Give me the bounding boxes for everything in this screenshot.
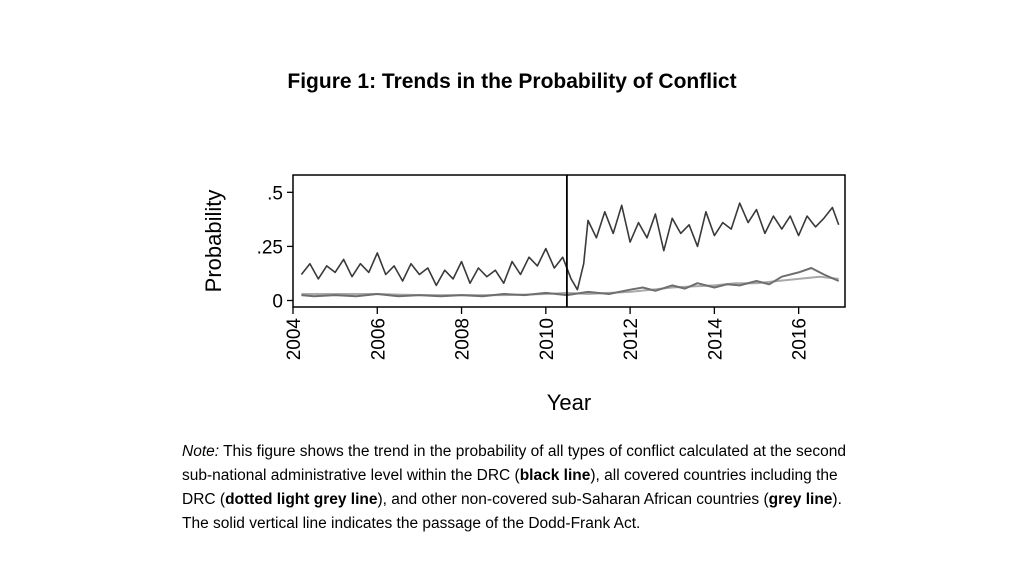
note-bold-3: grey line xyxy=(768,491,833,508)
y-axis-title: Probability xyxy=(201,190,226,293)
conflict-probability-chart: 0 .25 .5 2004 2006 2008 2010 2012 2014 2016 Prob… xyxy=(201,174,846,415)
x-tick-label: 2010 xyxy=(537,318,558,360)
plot-frame xyxy=(292,174,846,308)
y-axis: 0 .25 .5 xyxy=(257,183,293,313)
x-tick-label: 2006 xyxy=(368,318,389,360)
y-tick-label: 0 xyxy=(272,292,283,313)
x-tick-label: 2014 xyxy=(705,318,726,361)
series-layer xyxy=(300,202,840,298)
x-tick-label: 2012 xyxy=(621,318,642,360)
y-tick-label: .5 xyxy=(267,183,283,204)
series-line-drc xyxy=(300,202,840,291)
note-text-1: This figure shows the trend in the proba… xyxy=(182,443,847,484)
x-axis-title: Year xyxy=(547,390,591,415)
note-bold-1: black line xyxy=(519,467,591,484)
series-line-covered xyxy=(301,275,839,297)
x-tick-label: 2004 xyxy=(284,318,305,361)
series-line-noncovered xyxy=(301,267,840,298)
x-axis: 2004 2006 2008 2010 2012 2014 2016 xyxy=(284,307,811,360)
figure-title: Figure 1: Trends in the Probability of C… xyxy=(287,70,737,93)
figure-note: Note: This figure shows the trend in the… xyxy=(182,440,872,536)
y-tick-label: .25 xyxy=(257,237,283,258)
note-text-3: ), and other non-covered sub-Saharan Afr… xyxy=(377,491,769,508)
x-tick-label: 2016 xyxy=(790,318,811,360)
note-label: Note: xyxy=(182,443,220,460)
note-bold-2: dotted light grey line xyxy=(225,491,378,508)
note-text-2: ), all covered countries including the D… xyxy=(182,467,838,508)
x-tick-label: 2008 xyxy=(453,318,474,360)
note-text-4: ). The solid vertical line indicates the… xyxy=(182,491,842,532)
